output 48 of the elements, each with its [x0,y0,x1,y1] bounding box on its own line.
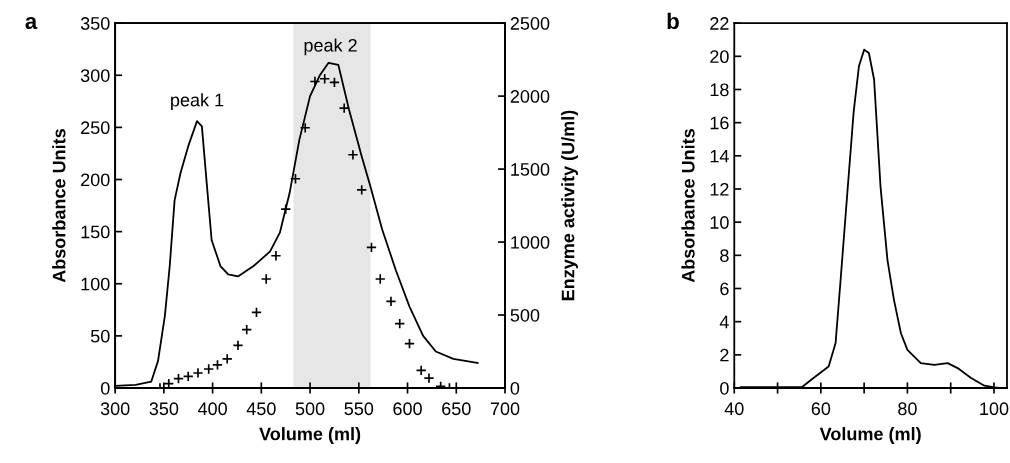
annotation: peak 2 [304,38,357,56]
x-tick-label: 400 [197,402,227,416]
x-tick-label: 700 [490,402,520,416]
y-tick-label: 350 [80,17,110,30]
y-tick-label: 20 [710,50,729,64]
y-tick-label: 50 [90,329,110,343]
y2-tick-label: 1000 [511,235,550,249]
x-tick-label: 300 [100,402,130,416]
y2-tick-label: 2000 [510,90,550,103]
x-axis-title: Volume (ml) [819,427,921,444]
y2-tick-label: 1500 [511,163,550,176]
y-tick-label: 22 [710,17,729,30]
y-tick-label: 2 [720,348,729,362]
x-axis-title: Volume (ml) [259,427,361,444]
y-tick-label: 16 [710,116,729,130]
x-tick-label: 60 [811,402,831,416]
y-axis-title: Absorbance Units [681,129,695,283]
y2-axis-title: Enzyme activity (U/ml) [561,110,578,301]
x-tick-label: 40 [724,402,744,416]
y-axis-title: Absorbance Units [52,129,66,283]
chart-title: a [25,16,38,30]
y-tick-label: 250 [81,121,110,135]
x-tick-label: 350 [149,402,179,416]
y2-tick-label: 2500 [510,17,550,30]
x-tick-label: 450 [246,402,276,416]
y2-tick-label: 0 [510,381,520,395]
x-tick-label: 600 [393,402,422,416]
y-tick-label: 10 [710,216,729,229]
y-tick-label: 0 [100,381,110,395]
y-tick-label: 18 [710,83,729,97]
x-tick-label: 650 [442,402,471,416]
y-tick-label: 4 [719,315,729,329]
x-tick-label: 100 [980,402,1009,416]
x-tick-label: 500 [295,402,325,416]
y-tick-label: 100 [81,277,110,291]
y-tick-label: 14 [710,149,729,163]
y-tick-label: 0 [720,381,729,395]
y-tick-label: 200 [81,173,110,187]
y2-tick-label: 500 [510,308,540,322]
y-tick-label: 150 [81,225,110,239]
y-tick-label: 12 [710,182,729,196]
y-tick-label: 6 [720,282,729,296]
chart-title: b [667,12,679,30]
x-tick-label: 80 [898,402,917,416]
annotation: peak 1 [171,93,224,111]
y-tick-label: 8 [720,249,729,263]
x-tick-label: 550 [344,402,374,416]
y-tick-label: 300 [80,69,110,82]
